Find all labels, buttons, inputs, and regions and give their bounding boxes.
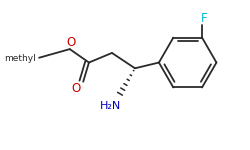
Text: H₂N: H₂N xyxy=(100,101,121,111)
Text: O: O xyxy=(66,36,75,49)
Text: methyl: methyl xyxy=(4,54,36,63)
Text: F: F xyxy=(201,12,207,25)
Text: O: O xyxy=(72,82,81,95)
